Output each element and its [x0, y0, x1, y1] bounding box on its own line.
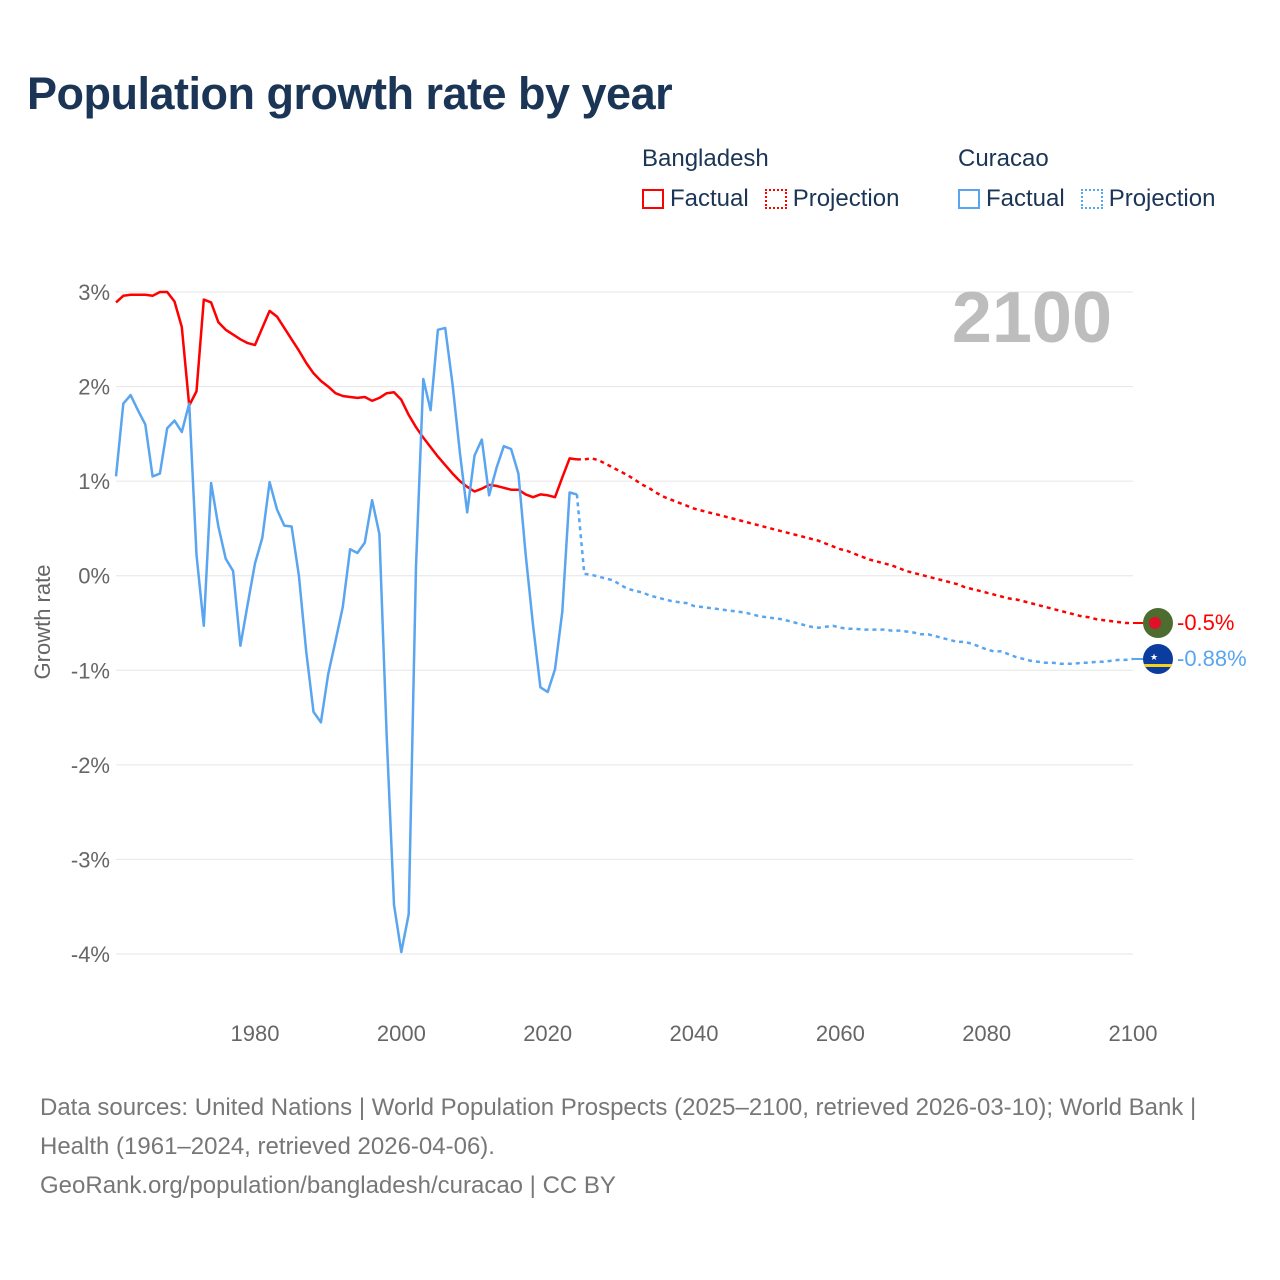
svg-text:★: ★ [1150, 652, 1158, 662]
end-label-curacao: -0.88% [1177, 646, 1247, 671]
legend-label: Factual [986, 185, 1065, 212]
year-indicator: 2100 [952, 278, 1112, 358]
legend-swatch-solid [642, 189, 664, 209]
y-axis-label: Growth rate [30, 565, 55, 680]
grid [116, 291, 1133, 955]
series-line-bangladesh-projection [576, 457, 1133, 625]
y-tick-label: -1% [71, 658, 110, 683]
legend-label: Projection [1108, 185, 1216, 212]
y-tick-label: -3% [71, 847, 110, 872]
y-tick-label: 3% [78, 280, 110, 305]
series-line-bangladesh-factual [115, 290, 578, 499]
end-marker-bangladesh: -0.5% [1133, 608, 1234, 638]
footer: Data sources: United Nations | World Pop… [40, 1088, 1240, 1205]
series-line-curacao-projection [575, 494, 1134, 665]
legend-group-label: Bangladesh [642, 145, 769, 172]
y-tick-label: 1% [78, 469, 110, 494]
legend-bangladesh-projection[interactable]: Projection [764, 185, 900, 213]
legend-curacao-factual[interactable]: Factual [958, 185, 1065, 213]
x-tick-label: 2080 [962, 1021, 1011, 1046]
y-tick-label: -4% [71, 942, 110, 967]
source-link[interactable]: GeoRank.org/population/bangladesh/curaca… [40, 1172, 616, 1199]
legend-label: Projection [792, 185, 900, 212]
x-tick-label: 1980 [231, 1021, 280, 1046]
end-label-bangladesh: -0.5% [1177, 610, 1234, 635]
y-axis: 3% 2% 1% 0% -1% -2% -3% -4% [71, 280, 110, 967]
data-sources: Data sources: United Nations | World Pop… [40, 1094, 1197, 1160]
legend-bangladesh-factual[interactable]: Factual [642, 185, 749, 213]
x-axis: 1980 2000 2020 2040 2060 2080 2100 [231, 1021, 1158, 1046]
series-lines [114, 290, 1134, 954]
line-chart: 3% 2% 1% 0% -1% -2% -3% -4% 1980 2000 2020 2040 206… [30, 278, 1247, 1046]
end-marker-curacao: ★ -0.88% [1133, 644, 1247, 674]
x-tick-label: 2000 [377, 1021, 426, 1046]
legend-swatch-dotted [1080, 189, 1103, 209]
legend-curacao-projection[interactable]: Projection [1080, 185, 1216, 213]
x-tick-label: 2040 [670, 1021, 719, 1046]
series-line-curacao-factual [114, 326, 578, 954]
y-tick-label: 2% [78, 375, 110, 400]
y-tick-label: 0% [78, 564, 110, 589]
x-tick-label: 2020 [523, 1021, 572, 1046]
y-tick-label: -2% [71, 753, 110, 778]
legend-bangladesh: Bangladesh Factual Projection [642, 145, 899, 213]
curacao-flag-icon: ★ [1143, 644, 1173, 674]
legend-swatch-solid [958, 189, 980, 209]
legend-swatch-dotted [764, 189, 787, 209]
x-tick-label: 2100 [1109, 1021, 1158, 1046]
x-tick-label: 2060 [816, 1021, 865, 1046]
legend-curacao: Curacao Factual Projection [958, 145, 1215, 213]
legend-label: Factual [670, 185, 749, 212]
legend-group-label: Curacao [958, 145, 1049, 172]
chart-title: Population growth rate by year [27, 68, 673, 119]
